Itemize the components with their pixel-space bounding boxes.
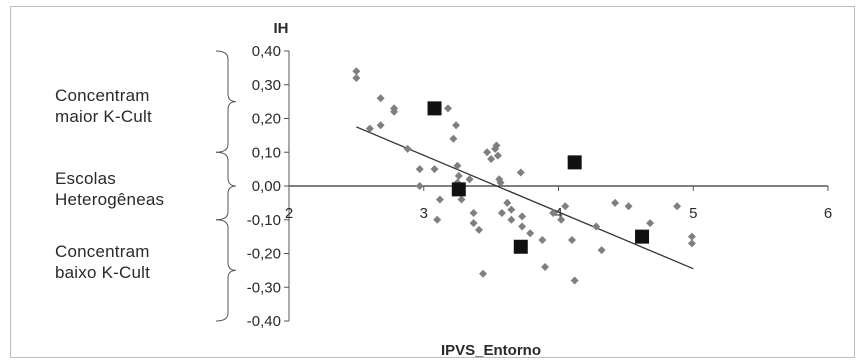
diamond-point [673, 202, 682, 211]
diamond-point [403, 144, 412, 153]
diamond-point [549, 209, 558, 217]
diamond-point [567, 236, 576, 244]
diamond-point [557, 215, 566, 224]
y-axis-title: IH [274, 20, 289, 37]
diamond-point [592, 222, 601, 231]
square-point [635, 229, 650, 244]
brace-1 [215, 151, 237, 221]
brace-2 [215, 219, 237, 322]
diamond-point [469, 219, 478, 228]
diamond-point [646, 219, 655, 228]
diamond-point [415, 182, 424, 190]
square-point [427, 101, 442, 116]
annotation-low-line1: Concentram [55, 242, 150, 261]
diamond-point [526, 229, 535, 238]
annotation-low-kcult: Concentram baixo K-Cult [55, 241, 150, 283]
diamond-point [687, 239, 696, 248]
diamond-point [507, 215, 516, 224]
diamond-point [507, 205, 516, 214]
annotation-low-line2: baixo K-Cult [55, 263, 150, 282]
square-point [451, 182, 466, 197]
y-tick-label: 0,40 [252, 43, 281, 60]
x-tick-label: 6 [824, 205, 832, 222]
diamond-point [493, 151, 502, 160]
diamond-point [518, 212, 527, 221]
diamond-point [474, 225, 483, 234]
y-tick-label: 0,20 [252, 111, 281, 128]
annotation-heterogeneous: Escolas Heterogêneas [55, 168, 164, 210]
diamond-point [503, 198, 512, 207]
trendline [356, 126, 694, 270]
annotation-high-line1: Concentram [55, 86, 150, 105]
y-tick-label: 0,30 [252, 77, 281, 94]
diamond-point [479, 269, 488, 278]
diamond-point [454, 171, 463, 180]
diamond-point [453, 161, 462, 170]
annotation-high-kcult: Concentram maior K-Cult [55, 85, 152, 127]
diamond-point [611, 198, 620, 207]
diamond-point [465, 175, 474, 184]
x-tick-label: 5 [689, 205, 697, 222]
y-tick-label: -0,10 [247, 212, 281, 229]
diamond-point [376, 94, 385, 103]
diamond-point [497, 209, 506, 217]
diamond-point [624, 202, 633, 211]
x-tick-label: 2 [285, 205, 293, 222]
square-point [567, 155, 582, 170]
diamond-point [483, 148, 492, 157]
diamond-point [561, 202, 570, 211]
diamond-point [433, 215, 442, 224]
annotation-het-line2: Heterogêneas [55, 190, 165, 209]
diamond-point [365, 124, 374, 133]
diamond-point [492, 141, 501, 150]
diamond-point [444, 104, 453, 113]
annotation-high-line2: maior K-Cult [55, 107, 152, 126]
diamond-point [452, 121, 461, 130]
diamond-point [541, 263, 550, 271]
annotation-het-line1: Escolas [55, 169, 116, 188]
diamond-point [597, 246, 606, 255]
y-tick-label: 0,10 [252, 144, 281, 161]
diamond-point [390, 107, 399, 116]
diamond-point [352, 74, 361, 82]
y-tick-label: -0,30 [247, 279, 281, 296]
chart-frame [10, 6, 855, 358]
diamond-point [457, 195, 466, 204]
y-tick-label: -0,40 [247, 313, 281, 330]
diamond-point [487, 155, 496, 163]
x-axis-title: IPVS_Entorno [441, 342, 541, 359]
brace-0 [215, 50, 237, 153]
diamond-point [430, 165, 439, 174]
x-tick-label: 3 [420, 205, 428, 222]
diamond-point [538, 236, 547, 244]
diamond-point [469, 209, 478, 217]
diamond-point [449, 134, 458, 143]
x-tick-label: 4 [554, 205, 562, 222]
diamond-point [376, 121, 385, 130]
diamond-point [570, 276, 579, 285]
diamond-point [352, 67, 361, 76]
square-point [513, 239, 528, 254]
diamond-point [435, 195, 444, 204]
diamond-point [518, 222, 527, 231]
diamond-point [516, 168, 525, 177]
diamond-point [496, 178, 505, 187]
diamond-point [415, 165, 424, 174]
diamond-point [687, 232, 696, 241]
y-tick-label: -0,20 [247, 246, 281, 263]
y-tick-label: 0,00 [252, 178, 281, 195]
